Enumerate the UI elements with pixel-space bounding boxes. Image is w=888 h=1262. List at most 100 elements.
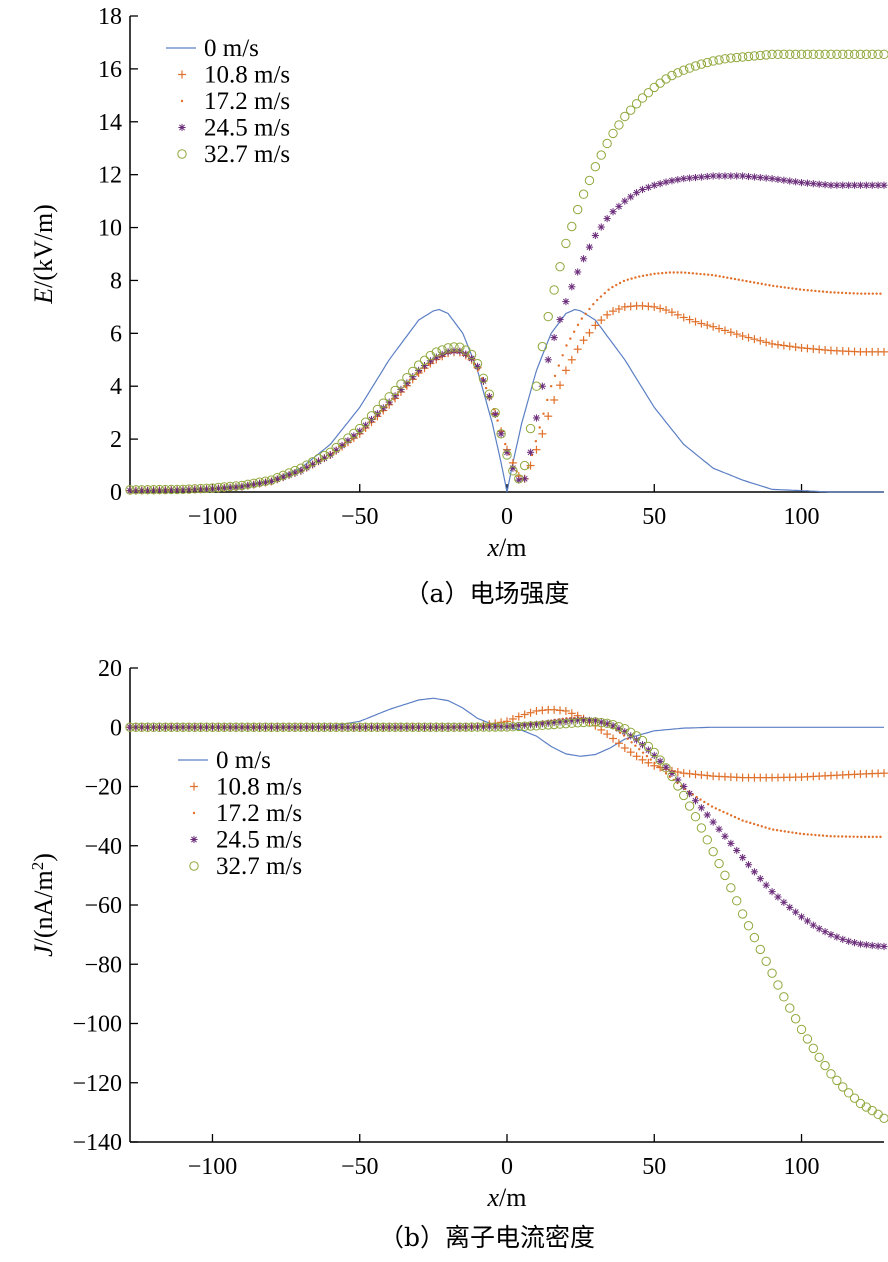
data-point — [502, 722, 512, 732]
data-point — [667, 771, 677, 782]
data-point — [774, 893, 782, 901]
data-point — [827, 181, 835, 189]
data-point — [662, 306, 671, 315]
data-point — [225, 481, 235, 492]
data-point — [525, 721, 536, 731]
data-point — [574, 268, 582, 276]
data-point — [657, 272, 660, 275]
data-point — [762, 881, 770, 889]
data-point — [690, 61, 701, 71]
data-point — [768, 888, 776, 896]
data-point — [561, 718, 571, 729]
data-point — [806, 289, 809, 292]
data-point — [254, 722, 265, 732]
data-point — [814, 1052, 824, 1062]
data-point — [743, 51, 754, 62]
data-point — [818, 290, 821, 293]
data-point — [526, 448, 535, 456]
data-point — [602, 718, 612, 729]
data-point — [343, 433, 353, 443]
data-point — [733, 815, 737, 819]
data-point — [349, 428, 359, 438]
data-point — [687, 271, 691, 275]
data-point — [880, 942, 888, 951]
data-point — [413, 360, 424, 370]
data-point — [657, 765, 660, 768]
data-point — [284, 722, 294, 732]
data-point — [614, 722, 624, 732]
data-point — [749, 51, 760, 61]
data-point — [673, 781, 683, 791]
data-point — [643, 87, 654, 98]
data-point — [744, 333, 753, 342]
data-point — [630, 741, 633, 744]
data-point — [349, 722, 359, 732]
data-point — [673, 767, 682, 776]
data-point — [519, 721, 530, 731]
legend-item: 0 m/s — [166, 35, 259, 62]
data-point — [534, 440, 538, 443]
data-point — [290, 722, 300, 732]
data-point — [879, 292, 882, 295]
data-point — [166, 484, 176, 495]
data-point — [779, 49, 789, 60]
data-point — [372, 404, 383, 415]
data-point — [637, 735, 648, 746]
data-point — [791, 831, 794, 834]
data-point — [809, 180, 817, 188]
data-point — [821, 181, 829, 189]
data-point — [772, 284, 775, 288]
data-point — [573, 345, 582, 354]
data-point — [848, 835, 852, 838]
data-point — [634, 744, 637, 747]
data-point — [408, 722, 418, 732]
y-axis-label: E/(kV/m) — [29, 204, 58, 305]
data-point — [821, 290, 825, 293]
data-point — [691, 317, 700, 326]
legend-label: 10.8 m/s — [204, 62, 290, 89]
data-point — [526, 708, 535, 717]
data-point — [795, 831, 798, 835]
data-point — [849, 1093, 860, 1103]
data-point — [561, 706, 570, 715]
data-point — [786, 903, 794, 911]
data-point — [868, 941, 876, 950]
data-point — [785, 1003, 795, 1013]
data-point — [852, 835, 855, 838]
data-point — [650, 751, 658, 759]
data-point — [750, 868, 759, 876]
data-point — [278, 722, 288, 732]
series-line — [129, 308, 884, 493]
data-point — [833, 291, 836, 294]
data-point — [718, 808, 721, 812]
data-point — [590, 162, 601, 172]
chart-panel-b: −100 −50 0 50 100 −140 −120 −100 −80 −60 −40 −20 0 20… — [28, 656, 888, 1252]
data-point — [726, 328, 735, 337]
data-point — [703, 800, 706, 804]
data-point — [714, 807, 718, 810]
data-point — [697, 173, 705, 181]
data-point — [631, 99, 642, 109]
data-point — [650, 181, 658, 189]
data-point — [833, 835, 836, 838]
data-point — [684, 801, 695, 811]
data-point — [750, 335, 759, 344]
data-point — [496, 722, 506, 732]
data-point — [166, 722, 176, 732]
data-point — [125, 722, 135, 732]
data-point — [787, 286, 790, 290]
data-point — [737, 278, 740, 281]
data-point — [549, 285, 559, 295]
data-point — [767, 968, 777, 978]
data-point — [667, 308, 676, 317]
data-point — [850, 939, 859, 947]
data-point — [779, 992, 789, 1002]
data-point — [679, 65, 689, 75]
data-point — [808, 49, 819, 60]
data-point — [497, 430, 505, 438]
legend-marker — [178, 123, 186, 132]
data-point — [360, 417, 371, 427]
data-point — [761, 50, 771, 60]
data-point — [425, 722, 436, 732]
data-point — [722, 810, 725, 814]
